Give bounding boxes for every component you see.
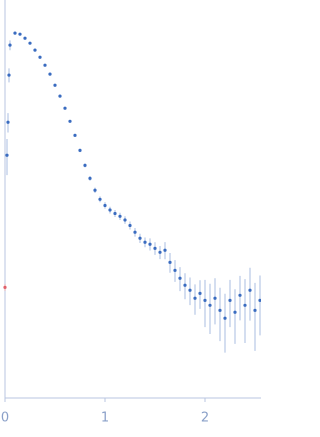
point bbox=[123, 218, 127, 222]
point bbox=[163, 248, 167, 252]
point bbox=[223, 316, 227, 320]
point bbox=[153, 246, 157, 250]
point bbox=[93, 188, 97, 192]
point bbox=[118, 214, 122, 218]
point bbox=[78, 148, 82, 152]
point bbox=[138, 236, 142, 240]
point bbox=[98, 197, 102, 201]
point bbox=[193, 296, 197, 300]
point bbox=[23, 36, 27, 40]
point bbox=[28, 41, 32, 45]
point bbox=[33, 48, 37, 52]
point bbox=[53, 83, 57, 87]
point bbox=[183, 283, 187, 287]
chart: 0 1 2 bbox=[1, 0, 261, 426]
point bbox=[233, 310, 237, 314]
point bbox=[68, 119, 72, 123]
point bbox=[238, 293, 242, 297]
point bbox=[8, 43, 12, 47]
point bbox=[5, 153, 9, 157]
point bbox=[88, 176, 92, 180]
point bbox=[6, 120, 10, 124]
point bbox=[113, 211, 117, 216]
point bbox=[83, 163, 87, 168]
point bbox=[38, 55, 42, 59]
point bbox=[18, 32, 22, 36]
point bbox=[128, 223, 132, 228]
point bbox=[43, 63, 47, 67]
point bbox=[7, 73, 11, 77]
point bbox=[258, 298, 261, 302]
point bbox=[213, 296, 217, 300]
point bbox=[248, 288, 252, 292]
point bbox=[243, 303, 247, 307]
point bbox=[133, 230, 137, 234]
point bbox=[143, 240, 147, 244]
point bbox=[148, 242, 152, 246]
point bbox=[253, 308, 257, 312]
point bbox=[58, 94, 62, 98]
point bbox=[228, 298, 232, 302]
point bbox=[168, 260, 172, 264]
point bbox=[218, 308, 222, 312]
point bbox=[13, 31, 17, 35]
point bbox=[3, 285, 7, 289]
point bbox=[208, 303, 212, 307]
point bbox=[203, 298, 207, 302]
point bbox=[48, 72, 52, 76]
point bbox=[188, 288, 192, 292]
point bbox=[103, 203, 107, 208]
x-tick-label: 1 bbox=[101, 411, 109, 426]
point bbox=[178, 276, 182, 280]
point bbox=[198, 291, 202, 295]
x-tick-label: 2 bbox=[201, 411, 209, 426]
point bbox=[173, 268, 177, 272]
point bbox=[108, 208, 112, 212]
point bbox=[63, 106, 67, 110]
point bbox=[158, 250, 162, 254]
point bbox=[73, 133, 77, 137]
x-tick-label: 0 bbox=[1, 411, 9, 426]
